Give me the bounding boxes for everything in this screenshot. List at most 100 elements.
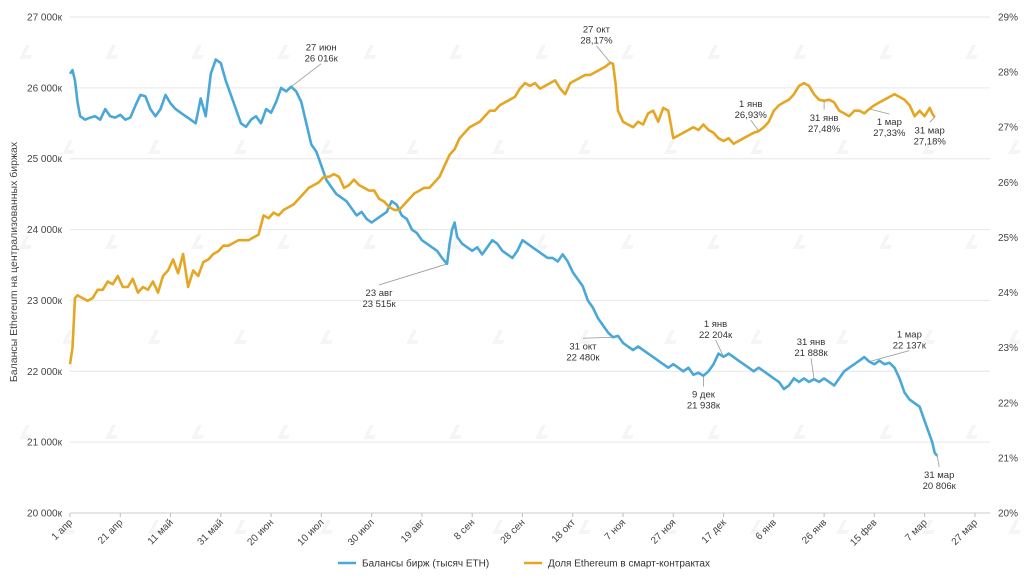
- watermark-icon: [320, 140, 333, 154]
- x-tick-label: 15 фев: [848, 517, 880, 549]
- watermark-icon: [492, 140, 505, 154]
- right-tick-label: 29%: [998, 13, 1018, 24]
- watermark-icon: [965, 235, 978, 249]
- annotation-line: 21 888к: [794, 348, 828, 359]
- left-tick-label: 23 000к: [27, 296, 63, 307]
- watermark-icon: [363, 425, 376, 439]
- annotation-line: 27,48%: [808, 124, 841, 135]
- left-tick-label: 24 000к: [27, 225, 63, 236]
- x-tick-label: 17 дек: [700, 517, 729, 546]
- annotations: 27 июн 26 016к 23 авг 23 515к 31 окт 22 480к 9…: [290, 25, 957, 492]
- watermark-icon: [492, 520, 505, 534]
- annotation-line: 22 480к: [566, 352, 600, 363]
- watermark-icon: [707, 235, 720, 249]
- annotation-leader: [582, 336, 613, 339]
- annotation-line: 1 янв: [704, 319, 727, 330]
- annotation-label: 1 мар 22 137к: [893, 330, 927, 352]
- x-tick-label: 18 окт: [550, 517, 578, 545]
- left-tick-label: 22 000к: [27, 367, 63, 378]
- watermark-icon: [320, 330, 333, 344]
- right-tick-label: 23%: [998, 343, 1018, 354]
- watermark-icon: [707, 425, 720, 439]
- watermark-icon: [62, 520, 75, 534]
- watermark-icon: [19, 235, 32, 249]
- left-axis-ticks: 20 000к 21 000к 22 000к 23 000к 24 000к 25 00…: [27, 13, 63, 520]
- x-tick-label: 27 мар: [950, 517, 981, 548]
- annotation-line: 23 авг: [366, 288, 394, 299]
- annotation-line: 26 016к: [305, 54, 339, 65]
- annotation-line: 31 янв: [810, 113, 839, 124]
- watermark-icon: [836, 520, 849, 534]
- annotation-label: 31 янв 21 888к: [794, 337, 828, 359]
- annotation-label: 1 янв 26,93%: [735, 99, 768, 121]
- watermark-icon: [320, 520, 333, 534]
- annotation-label: 1 мар 27,33%: [873, 117, 906, 139]
- annotation-line: 9 дек: [692, 390, 716, 401]
- watermark-icon: [148, 520, 161, 534]
- annotation-line: 23 515к: [362, 299, 396, 310]
- watermark-icon: [449, 235, 462, 249]
- series-lines: [68, 58, 939, 457]
- watermark-icon: [234, 520, 247, 534]
- x-axis-ticks: 1 апр 21 апр 11 май 31 май 20 июн 10 июл 30 ию…: [50, 512, 990, 549]
- watermark-icon: [105, 45, 118, 59]
- annotation-leader: [810, 358, 815, 380]
- watermark-icon: [277, 235, 290, 249]
- legend-label: Доля Ethereum в смарт-контрактах: [548, 559, 710, 570]
- annotation: 1 янв 26,93%: [735, 99, 768, 132]
- watermark-icon: [406, 140, 419, 154]
- watermark-icon: [793, 45, 806, 59]
- watermark-icon: [1008, 330, 1021, 344]
- watermark-icon: [449, 45, 462, 59]
- watermark-icon: [836, 140, 849, 154]
- annotation-line: 31 янв: [797, 337, 826, 348]
- watermark-icon: [1008, 140, 1021, 154]
- watermark-icon: [19, 425, 32, 439]
- left-tick-label: 26 000к: [27, 83, 63, 94]
- annotation-line: 28,17%: [580, 36, 613, 47]
- legend: Балансы бирж (тысяч ETH) Доля Ethereum в …: [338, 558, 710, 570]
- watermark-icon: [363, 45, 376, 59]
- watermark-icon: [750, 330, 763, 344]
- annotation: 9 дек 21 938к: [687, 375, 721, 412]
- watermark-icon: [879, 45, 892, 59]
- watermark-icon: [965, 425, 978, 439]
- watermark-icon: [664, 330, 677, 344]
- watermark-icon: [621, 235, 634, 249]
- watermark-icon: [105, 425, 118, 439]
- watermark-icon: [879, 235, 892, 249]
- watermark-icon: [664, 520, 677, 534]
- watermark-icon: [750, 520, 763, 534]
- watermark-icon: [750, 140, 763, 154]
- annotation: 31 янв 21 888к: [794, 337, 828, 380]
- watermark-icon: [793, 425, 806, 439]
- annotation-label: 23 авг 23 515к: [362, 288, 396, 310]
- legend-label: Балансы бирж (тысяч ETH): [362, 558, 489, 570]
- watermark-icon: [922, 520, 935, 534]
- watermark-icon: [277, 45, 290, 59]
- annotation-leader: [715, 339, 724, 358]
- watermark-icon: [148, 330, 161, 344]
- watermark-icon: [105, 235, 118, 249]
- watermark-icon: [578, 140, 591, 154]
- right-tick-label: 24%: [998, 288, 1018, 299]
- watermark-icon: [191, 235, 204, 249]
- annotation-leader: [869, 108, 890, 115]
- annotation-label: 27 окт 28,17%: [580, 25, 613, 47]
- watermark-icon: [492, 330, 505, 344]
- annotation: 1 мар 27,33%: [869, 108, 906, 139]
- annotation: 31 мар 20 806к: [923, 455, 957, 492]
- watermark-icon: [621, 425, 634, 439]
- annotation-label: 27 июн 26 016к: [305, 43, 339, 65]
- right-tick-label: 21%: [998, 453, 1018, 464]
- annotation-line: 1 мар: [897, 330, 922, 341]
- annotation-line: 26,93%: [735, 110, 768, 121]
- watermark-icon: [406, 330, 419, 344]
- watermark-icon: [148, 140, 161, 154]
- legend-item: Доля Ethereum в смарт-контрактах: [524, 559, 710, 570]
- annotation-label: 31 окт 22 480к: [566, 341, 600, 363]
- annotation: 31 янв 27,48%: [808, 100, 841, 135]
- annotation-line: 20 806к: [923, 481, 957, 492]
- watermark-icon: [535, 425, 548, 439]
